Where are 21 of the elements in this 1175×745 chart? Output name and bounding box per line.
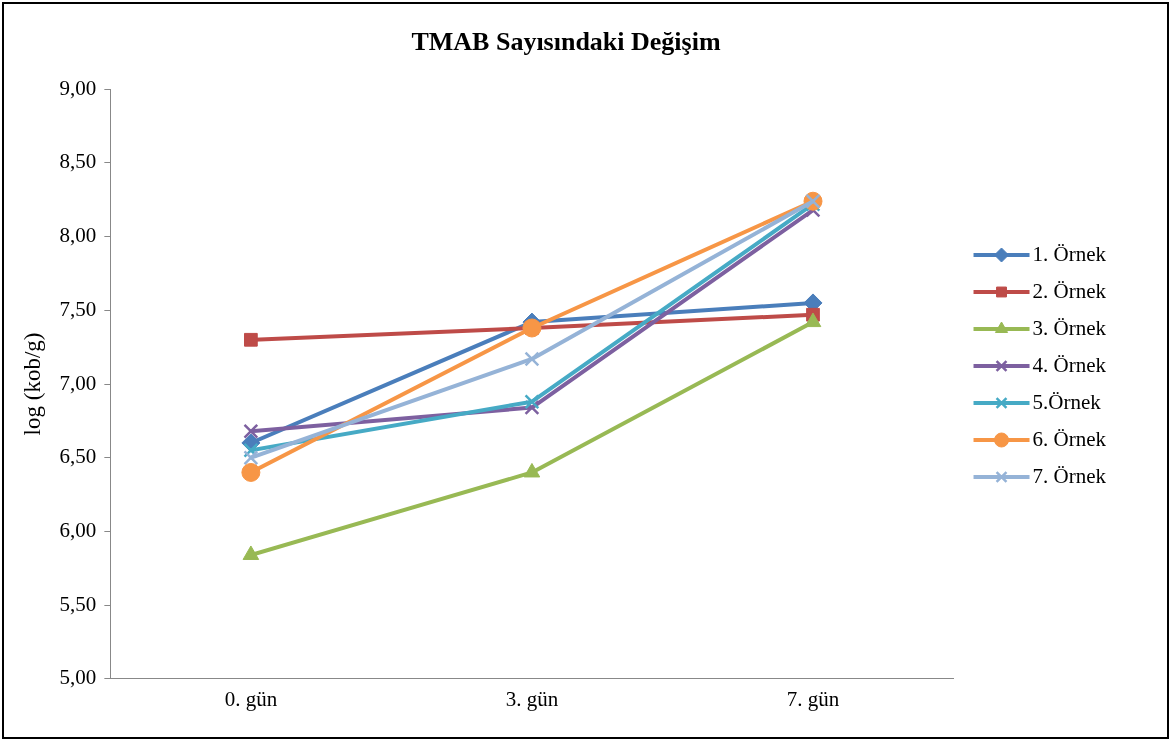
- y-tick-label: 8,00: [59, 223, 97, 248]
- legend-label: 2. Örnek: [980, 278, 1107, 303]
- x-tick-label: 7. gün: [786, 686, 840, 711]
- x-tick-label: 3. gün: [505, 686, 559, 711]
- legend-label: 1. Örnek: [980, 241, 1107, 266]
- y-tick-label: 8,50: [59, 149, 97, 174]
- x-tick-label: 0. gün: [224, 686, 278, 711]
- y-tick-label: 6,50: [59, 444, 97, 469]
- y-tick-label: 6,00: [59, 517, 97, 542]
- legend-label: 7. Örnek: [980, 463, 1107, 488]
- y-tick-label: 5,00: [59, 665, 97, 690]
- y-tick-label: 5,50: [59, 591, 97, 616]
- y-tick-label: 9,00: [59, 75, 97, 100]
- y-axis-title: log (kob/g): [19, 332, 45, 436]
- legend-label: 6. Örnek: [980, 426, 1107, 451]
- legend-label: 4. Örnek: [980, 352, 1107, 377]
- legend-label: 5.Örnek: [980, 389, 1102, 414]
- legend-label: 3. Örnek: [980, 315, 1107, 340]
- y-tick-label: 7,00: [59, 370, 97, 395]
- y-tick-label: 7,50: [59, 296, 97, 321]
- chart-title: TMAB Sayısındaki Değişim: [411, 27, 721, 57]
